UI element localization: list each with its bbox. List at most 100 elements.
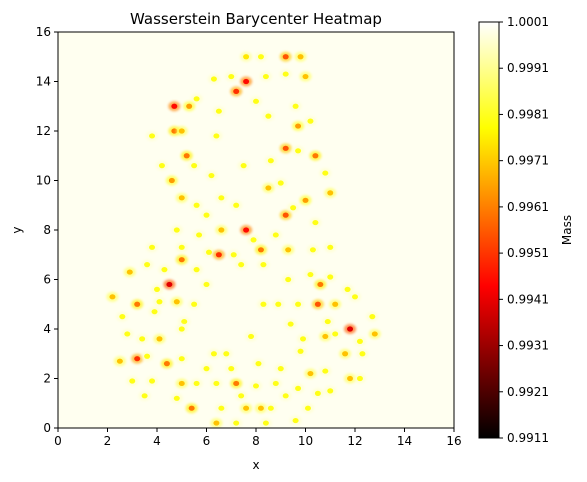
heat-cell-core bbox=[126, 269, 133, 275]
heat-cell-core bbox=[302, 73, 309, 80]
heat-cell bbox=[292, 383, 305, 394]
heat-cell bbox=[344, 373, 357, 384]
heat-cell-core bbox=[129, 378, 136, 384]
heat-cell-core bbox=[260, 301, 267, 307]
heat-cell-core bbox=[285, 247, 292, 253]
heat-cell-core bbox=[253, 383, 259, 389]
heat-cell bbox=[170, 296, 183, 307]
heat-cell bbox=[309, 150, 322, 161]
y-tick-label: 16 bbox=[36, 25, 51, 39]
heat-cell-core bbox=[282, 71, 289, 77]
heat-cell bbox=[341, 284, 354, 295]
heat-cell-core bbox=[215, 108, 222, 114]
heat-cell-core bbox=[149, 133, 156, 139]
heat-cell bbox=[279, 143, 292, 154]
heat-cell-core bbox=[347, 326, 354, 332]
heat-cell-core bbox=[173, 395, 180, 401]
heat-cell-core bbox=[144, 262, 151, 268]
heat-cell-core bbox=[265, 113, 272, 119]
plot-background bbox=[58, 32, 454, 428]
heat-cell-core bbox=[213, 380, 220, 387]
heat-cell-core bbox=[257, 405, 264, 411]
heat-cell bbox=[235, 259, 248, 270]
heat-cell bbox=[175, 324, 188, 334]
x-axis-label: x bbox=[252, 458, 259, 472]
heat-cell-core bbox=[297, 348, 304, 354]
heat-cell-core bbox=[356, 338, 363, 344]
heat-cell-core bbox=[282, 393, 289, 399]
heat-cell bbox=[329, 299, 342, 310]
colorbar-tick-label: 1.0001 bbox=[507, 15, 549, 29]
heat-cell bbox=[148, 306, 161, 317]
heat-cell bbox=[289, 415, 302, 426]
heat-cell bbox=[319, 168, 332, 179]
heat-cell bbox=[212, 106, 225, 117]
heat-cell-core bbox=[183, 153, 190, 159]
heat-cell bbox=[193, 229, 206, 240]
heat-cell-core bbox=[312, 153, 319, 159]
heat-cell-core bbox=[210, 351, 217, 357]
x-tick-label: 12 bbox=[347, 434, 362, 448]
heat-cell-core bbox=[188, 405, 195, 411]
heat-cell bbox=[225, 363, 238, 374]
heat-cell bbox=[366, 311, 379, 322]
heat-cell bbox=[146, 130, 159, 141]
heat-cell-core bbox=[238, 393, 245, 399]
y-tick-label: 12 bbox=[36, 124, 51, 138]
heat-cell bbox=[245, 331, 258, 342]
heat-cell-core bbox=[297, 54, 304, 60]
heat-cell bbox=[230, 378, 243, 389]
heat-cell-core bbox=[295, 301, 302, 307]
heat-cell-core bbox=[218, 405, 225, 411]
heat-cell bbox=[254, 244, 267, 255]
heat-cell bbox=[183, 101, 196, 112]
heat-cell-core bbox=[141, 393, 148, 399]
heat-cell-core bbox=[344, 286, 351, 292]
heat-cell-core bbox=[210, 76, 217, 82]
heat-cell-core bbox=[134, 301, 141, 307]
x-tick-label: 16 bbox=[446, 434, 461, 448]
heat-cell-core bbox=[267, 405, 274, 411]
heat-cell-core bbox=[369, 314, 376, 320]
heat-cell-core bbox=[277, 366, 284, 372]
heat-cell bbox=[264, 403, 277, 414]
heat-cell bbox=[311, 299, 324, 310]
x-tick-label: 0 bbox=[54, 434, 62, 448]
heat-cell-core bbox=[213, 420, 220, 426]
heat-cell bbox=[190, 93, 203, 104]
heat-cell-core bbox=[243, 227, 250, 233]
heat-cell-core bbox=[262, 420, 269, 426]
heat-cell bbox=[329, 328, 342, 339]
heat-cell-core bbox=[171, 103, 178, 109]
y-axis-label: y bbox=[10, 226, 24, 233]
heat-cell-core bbox=[272, 380, 279, 387]
heat-cell-core bbox=[149, 244, 156, 250]
heat-cell-core bbox=[260, 262, 267, 268]
heat-cell-core bbox=[116, 358, 123, 364]
heat-cell bbox=[163, 279, 176, 290]
heat-cell-core bbox=[168, 177, 175, 184]
heat-cell-core bbox=[156, 336, 163, 342]
heat-cell bbox=[215, 403, 228, 414]
heat-cell-core bbox=[285, 276, 292, 283]
heat-cell-core bbox=[233, 420, 240, 426]
heat-cell bbox=[160, 358, 173, 369]
heat-cell bbox=[304, 116, 317, 127]
heat-cell-core bbox=[282, 145, 289, 151]
heat-cell bbox=[274, 177, 287, 188]
heat-cell bbox=[158, 264, 171, 275]
heat-cell-core bbox=[173, 227, 180, 233]
heat-cell-core bbox=[347, 375, 354, 382]
colorbar-tick-label: 0.9931 bbox=[507, 339, 549, 353]
heat-cell-core bbox=[181, 318, 188, 325]
heat-cell-core bbox=[292, 103, 299, 109]
heat-cell-core bbox=[178, 244, 185, 250]
heat-cell-core bbox=[243, 54, 250, 60]
colorbar-tick-label: 0.9911 bbox=[507, 431, 549, 445]
heat-cell bbox=[190, 200, 203, 211]
heat-cell bbox=[301, 403, 314, 414]
heat-cell-core bbox=[342, 351, 349, 357]
heat-cell bbox=[254, 51, 267, 62]
heat-cell bbox=[141, 259, 154, 270]
